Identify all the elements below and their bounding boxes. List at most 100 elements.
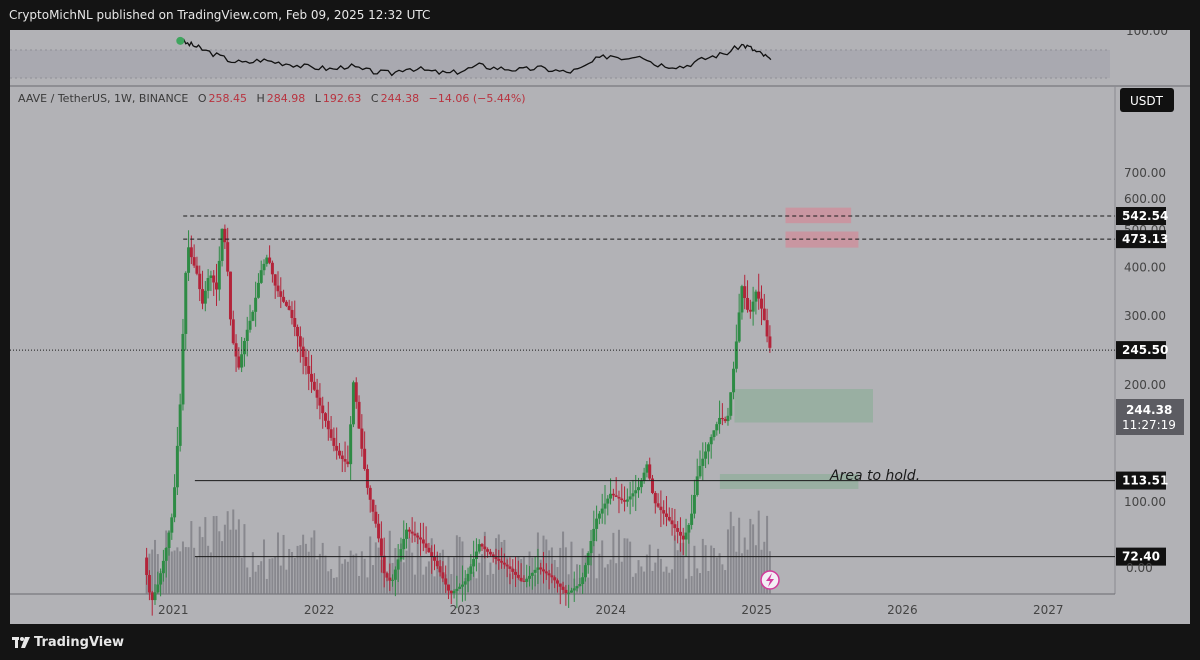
price-tick-300.00: 300.00 [1124,309,1166,323]
volume-bar-111 [455,535,458,594]
candle-body-15 [187,247,191,273]
volume-bar-94 [408,537,411,594]
volume-bar-159 [590,544,593,594]
candle-body-130 [508,566,512,569]
volume-bar-119 [478,562,481,594]
candle-body-199 [701,458,705,466]
candle-body-123 [488,551,492,555]
volume-bar-170 [620,561,623,594]
candle-body-141 [539,567,543,570]
volume-bar-66 [330,568,333,594]
tradingview-logo-icon[interactable] [12,637,30,648]
candle-body-143 [544,571,548,574]
time-tick-2025: 2025 [741,603,772,617]
candle-body-49 [282,296,286,302]
volume-bar-87 [388,530,391,594]
candle-body-82 [374,511,378,524]
volume-bar-63 [321,542,324,594]
candle-body-193 [684,532,688,540]
volume-bar-70 [341,563,344,594]
candle-body-158 [586,553,590,566]
candle-body-38 [251,311,255,321]
lightning-icon[interactable] [760,570,780,590]
chart-frame[interactable]: 100.00 700.00 600.00 500.00 400.00 300.00 200… [10,30,1190,624]
candle-body-103 [433,556,437,561]
candle-body-87 [388,577,392,581]
volume-bar-96 [413,574,416,594]
volume-bar-185 [662,571,665,594]
candle-body-207 [723,419,727,422]
candle-body-131 [511,568,515,572]
volume-axis-label: 0.00 [1126,561,1153,575]
volume-bar-59 [310,537,313,594]
volume-bar-62 [318,553,321,594]
volume-bar-40 [257,565,260,594]
volume-bar-156 [581,548,584,594]
volume-bar-219 [757,510,760,594]
volume-bar-55 [299,545,302,594]
volume-bar-203 [712,547,715,594]
volume-bar-151 [567,574,570,594]
candle-body-126 [497,558,501,561]
open-label: O [197,92,207,105]
volume-bar-173 [629,541,632,594]
price-tick-400.00: 400.00 [1124,261,1166,275]
price-chart[interactable]: 100.00 700.00600.00500.00400.00300.00200… [10,30,1190,624]
volume-bar-175 [634,573,637,594]
level-label-245.50: 245.50 [1122,343,1168,357]
level-label-473.13: 473.13 [1122,232,1168,246]
candle-body-39 [254,297,258,312]
volume-bar-202 [710,545,713,594]
candle-body-54 [296,326,300,337]
candle-body-190 [676,528,680,532]
volume-bar-207 [724,570,727,594]
candle-body-18 [195,265,199,274]
tradingview-brand[interactable]: TradingView [34,635,125,650]
candle-body-205 [718,417,722,425]
volume-bar-81 [372,565,375,594]
candle-body-182 [653,492,657,504]
volume-bar-80 [369,536,372,594]
candle-body-121 [483,546,487,550]
candle-body-133 [516,574,520,578]
candle-body-200 [704,451,708,459]
support-zone-3 [719,474,859,489]
candle-body-152 [569,590,573,593]
candle-body-81 [371,499,375,512]
candle-body-90 [396,559,400,570]
volume-bar-121 [483,531,486,594]
candle-body-94 [407,529,411,532]
volume-bar-178 [643,571,646,594]
volume-bar-188 [671,569,674,594]
candle-body-202 [709,437,713,445]
volume-bar-60 [313,530,316,594]
currency-label: USDT [1130,94,1164,108]
volume-bar-6 [162,570,165,594]
candle-body-74 [351,382,355,425]
volume-bar-69 [338,546,341,594]
volume-bar-171 [623,538,626,594]
volume-bar-120 [481,554,484,594]
candle-body-140 [536,567,540,570]
volume-bar-103 [433,576,436,594]
candle-body-184 [659,506,663,511]
level-badge-72.40 [1116,547,1166,566]
candle-body-167 [611,493,615,496]
volume-bar-38 [251,552,254,594]
volume-bar-92 [402,562,405,594]
currency-badge[interactable] [1120,88,1174,112]
candle-body-120 [480,544,484,547]
candle-body-168 [614,495,618,497]
volume-bar-176 [637,560,640,594]
level-badge-113.51 [1116,471,1166,490]
candle-body-206 [720,417,724,420]
volume-bar-42 [263,539,266,594]
volume-bar-68 [335,577,338,594]
candle-body-99 [421,539,425,544]
candle-body-197 [695,476,699,496]
candle-body-20 [201,289,205,304]
candle-body-60 [312,381,316,390]
candle-body-214 [743,286,747,298]
candle-body-83 [377,523,381,539]
candle-body-145 [550,575,554,578]
